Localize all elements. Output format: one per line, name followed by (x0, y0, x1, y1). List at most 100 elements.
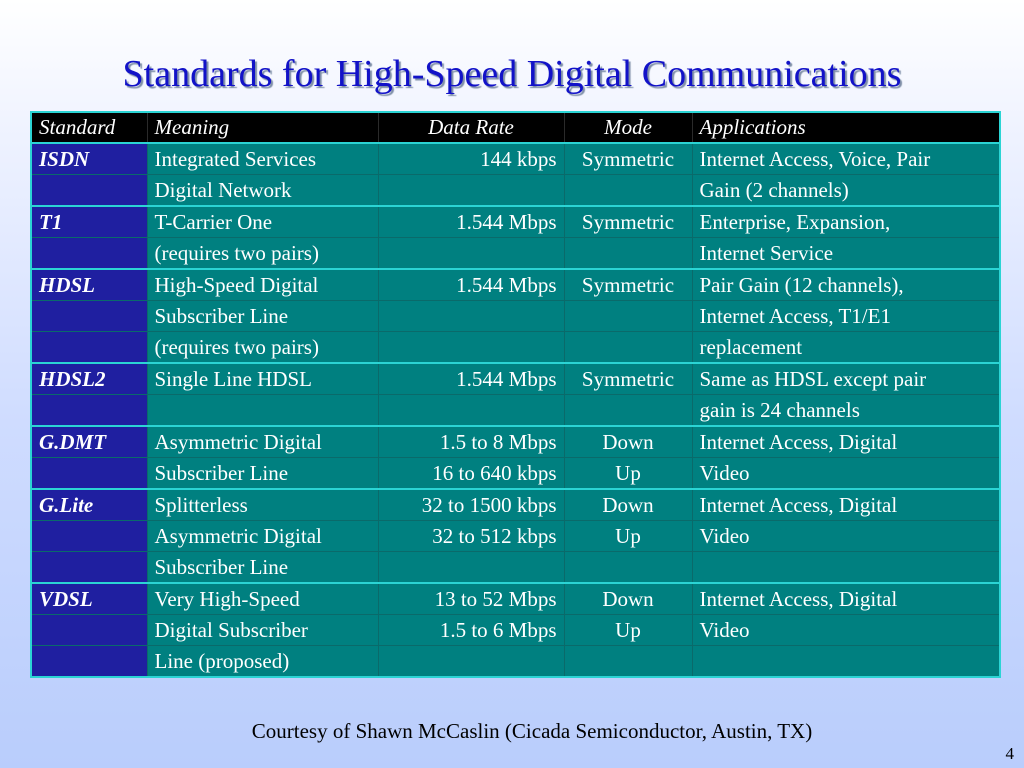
standard-cell (30, 520, 148, 552)
table-row: T1 T-Carrier One 1.544 Mbps Symmetric Enterp… (30, 205, 1001, 238)
header-applications: Applications (691, 111, 1001, 144)
data-rate-cell: 1.5 to 6 Mbps (377, 614, 565, 646)
standard-cell: HDSL2 (30, 362, 148, 395)
applications-cell: Video (691, 457, 1001, 490)
standard-cell (30, 614, 148, 646)
applications-cell: Internet Access, T1/E1 (691, 300, 1001, 332)
applications-cell: Pair Gain (12 channels), (691, 268, 1001, 301)
meaning-cell: T-Carrier One (146, 205, 379, 238)
applications-cell: replacement (691, 331, 1001, 364)
mode-cell: Up (563, 457, 693, 490)
table-row: gain is 24 channels (30, 394, 1001, 427)
header-standard: Standard (30, 111, 148, 144)
mode-cell: Down (563, 488, 693, 521)
mode-cell (563, 174, 693, 207)
header-data-rate: Data Rate (377, 111, 565, 144)
standard-cell: T1 (30, 205, 148, 238)
data-rate-cell (377, 645, 565, 678)
table-row: (requires two pairs) replacement (30, 331, 1001, 364)
meaning-cell: Very High-Speed (146, 582, 379, 615)
standard-cell: HDSL (30, 268, 148, 301)
standard-cell: ISDN (30, 142, 148, 175)
mode-cell: Symmetric (563, 362, 693, 395)
data-rate-cell: 1.544 Mbps (377, 362, 565, 395)
standard-cell: G.DMT (30, 425, 148, 458)
table-row: HDSL2 Single Line HDSL 1.544 Mbps Symmetric… (30, 362, 1001, 395)
mode-cell (563, 237, 693, 270)
table-row: VDSL Very High-Speed 13 to 52 Mbps Down Inte… (30, 582, 1001, 615)
applications-cell: Internet Service (691, 237, 1001, 270)
table-row: Subscriber Line (30, 551, 1001, 584)
table-row: HDSL High-Speed Digital 1.544 Mbps Symmetri… (30, 268, 1001, 301)
table-row: Subscriber Line Internet Access, T1/E1 (30, 300, 1001, 332)
standard-cell (30, 394, 148, 427)
meaning-cell: Digital Network (146, 174, 379, 207)
applications-cell (691, 645, 1001, 678)
applications-cell: Video (691, 520, 1001, 552)
standards-table: Standard Meaning Data Rate Mode Applicat… (30, 111, 1001, 678)
data-rate-cell (377, 394, 565, 427)
mode-cell (563, 300, 693, 332)
mode-cell (563, 394, 693, 427)
table-row: (requires two pairs) Internet Service (30, 237, 1001, 270)
courtesy-note: Courtesy of Shawn McCaslin (Cicada Semic… (251, 719, 813, 743)
applications-cell: Same as HDSL except pair (691, 362, 1001, 395)
data-rate-cell: 144 kbps (377, 142, 565, 175)
table-row: Digital Subscriber 1.5 to 6 Mbps Up Video (30, 614, 1001, 646)
applications-cell: Enterprise, Expansion, (691, 205, 1001, 238)
data-rate-cell: 32 to 512 kbps (377, 520, 565, 552)
meaning-cell: Integrated Services (146, 142, 379, 175)
table-row: G.DMT Asymmetric Digital 1.5 to 8 Mbps Down… (30, 425, 1001, 458)
mode-cell: Symmetric (563, 142, 693, 175)
table-header-row: Standard Meaning Data Rate Mode Applicat… (30, 111, 1001, 144)
standard-cell (30, 551, 148, 584)
mode-cell: Symmetric (563, 268, 693, 301)
mode-cell (563, 331, 693, 364)
applications-cell: Gain (2 channels) (691, 174, 1001, 207)
meaning-cell: Subscriber Line (146, 457, 379, 490)
applications-cell: Internet Access, Voice, Pair (691, 142, 1001, 175)
standard-cell (30, 300, 148, 332)
data-rate-cell (377, 331, 565, 364)
applications-cell (691, 551, 1001, 584)
slide-title: Standards for High-Speed Digital Communi… (122, 53, 902, 95)
meaning-cell: Subscriber Line (146, 300, 379, 332)
data-rate-cell (377, 551, 565, 584)
data-rate-cell (377, 300, 565, 332)
applications-cell: Internet Access, Digital (691, 488, 1001, 521)
standard-cell: VDSL (30, 582, 148, 615)
meaning-cell: Splitterless (146, 488, 379, 521)
standard-cell: G.Lite (30, 488, 148, 521)
meaning-cell: Asymmetric Digital (146, 520, 379, 552)
mode-cell (563, 551, 693, 584)
meaning-cell: Single Line HDSL (146, 362, 379, 395)
table-row: G.Lite Splitterless 32 to 1500 kbps Down Int… (30, 488, 1001, 521)
table-row: Line (proposed) (30, 645, 1001, 678)
applications-cell: Video (691, 614, 1001, 646)
standard-cell (30, 237, 148, 270)
table-row: ISDN Integrated Services 144 kbps Symmetric… (30, 142, 1001, 175)
mode-cell: Down (563, 582, 693, 615)
mode-cell (563, 645, 693, 678)
meaning-cell: (requires two pairs) (146, 237, 379, 270)
mode-cell: Down (563, 425, 693, 458)
data-rate-cell: 32 to 1500 kbps (377, 488, 565, 521)
meaning-cell: High-Speed Digital (146, 268, 379, 301)
meaning-cell (146, 394, 379, 427)
standard-cell (30, 645, 148, 678)
data-rate-cell (377, 237, 565, 270)
data-rate-cell: 13 to 52 Mbps (377, 582, 565, 615)
page-number: 4 (1005, 744, 1015, 763)
meaning-cell: Asymmetric Digital (146, 425, 379, 458)
applications-cell: Internet Access, Digital (691, 582, 1001, 615)
meaning-cell: Digital Subscriber (146, 614, 379, 646)
data-rate-cell: 1.544 Mbps (377, 205, 565, 238)
standard-cell (30, 331, 148, 364)
standard-cell (30, 174, 148, 207)
data-rate-cell (377, 174, 565, 207)
data-rate-cell: 1.5 to 8 Mbps (377, 425, 565, 458)
table-row: Subscriber Line 16 to 640 kbps Up Video (30, 457, 1001, 490)
meaning-cell: Line (proposed) (146, 645, 379, 678)
standard-cell (30, 457, 148, 490)
header-mode: Mode (563, 111, 693, 144)
